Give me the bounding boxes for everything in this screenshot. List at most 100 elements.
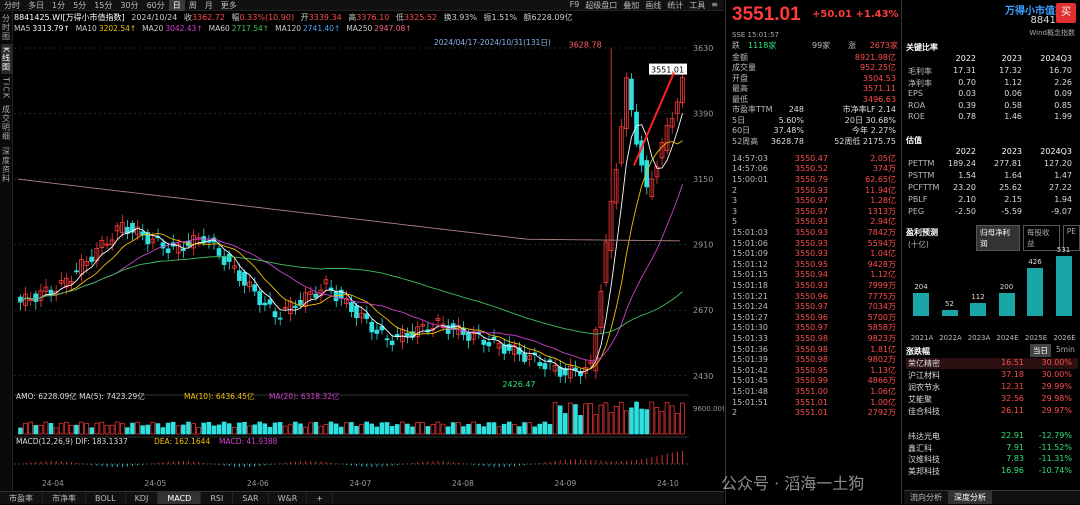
period-tab[interactable]: 月: [204, 0, 213, 10]
forecast-bar-value: 426: [1028, 257, 1042, 266]
indicator-tab[interactable]: KDJ: [126, 492, 159, 504]
toolbar-item[interactable]: 工具: [689, 0, 706, 10]
amp-label: 振: [483, 13, 492, 22]
indicator-tab[interactable]: SAR: [233, 492, 269, 504]
toolbar-item[interactable]: 叠加: [623, 0, 640, 10]
forecast-tab[interactable]: 每股收益: [1022, 225, 1060, 251]
candle-body: [481, 339, 487, 345]
tick-time: 15:01:24: [732, 302, 768, 312]
val-row: PEG -2.50 -5.59 -9.07: [906, 207, 1078, 218]
toolbar-item[interactable]: 画线: [645, 0, 662, 10]
period-tab[interactable]: 周: [188, 0, 197, 10]
indicator-tab[interactable]: W&R: [269, 492, 308, 504]
view-tab[interactable]: K线图: [0, 44, 12, 75]
view-tab[interactable]: TICK: [1, 77, 11, 100]
buy-button[interactable]: 买: [1056, 3, 1076, 23]
period-tab[interactable]: 更多: [220, 0, 237, 10]
stock-name: 沪江材料: [908, 371, 940, 380]
tick-row: 15:01:06 3550.93 5594万: [726, 238, 900, 249]
tick-price: 3550.99: [794, 376, 828, 386]
view-tab[interactable]: 深度资料: [1, 147, 11, 184]
macd-header: MACD(12,26,9) DIF: 183.1337: [16, 437, 128, 446]
volume-bar: [74, 424, 79, 435]
gainer-row[interactable]: 佳合科技 26.11 29.97%: [906, 406, 1078, 417]
ratio-val: 1.12: [1004, 77, 1022, 87]
volume-bar: [160, 427, 166, 435]
volume-bar: [496, 426, 502, 435]
period-tab[interactable]: 5分: [73, 0, 87, 10]
indicator-tab[interactable]: BOLL: [86, 492, 126, 504]
ratio-val: 1.99: [1054, 112, 1072, 121]
ma-label: MA120: [275, 24, 302, 33]
volume-bar: [206, 421, 212, 435]
analysis-tab[interactable]: 流向分析: [910, 493, 942, 502]
ratio-val: 16.70: [1049, 66, 1072, 75]
forecast-tab[interactable]: PE: [1062, 225, 1080, 251]
ratio-key: ROA: [908, 100, 926, 110]
volume-bar: [384, 422, 390, 435]
volume-bar: [374, 426, 380, 435]
toolbar-item[interactable]: 超级盘口: [585, 0, 618, 10]
gainers-title: 涨跌幅: [906, 347, 930, 356]
quote-val: 8921.98亿: [854, 52, 896, 62]
analysis-tab[interactable]: 深度分析: [948, 491, 992, 504]
toolbar-item[interactable]: F9: [569, 0, 580, 9]
candle-body: [379, 325, 385, 331]
quote-row: 市盈率TTM 248 市净率LF 2.14: [726, 105, 900, 116]
forecast-tab[interactable]: 归母净利润: [976, 225, 1020, 251]
close-value: 3362.72: [191, 13, 225, 22]
gainer-tab[interactable]: 当日: [1030, 344, 1051, 357]
view-tab[interactable]: 分时图: [1, 14, 11, 41]
indicator-tab[interactable]: RSI: [201, 492, 234, 504]
tick-price: 3550.96: [794, 291, 828, 301]
high-value: 3376.10: [356, 13, 390, 22]
gainer-tab[interactable]: 5min: [1056, 345, 1075, 354]
loser-row[interactable]: 美邦科技 16.96 -10.74%: [906, 466, 1078, 477]
loser-row[interactable]: 汉维科技 7.83 -11.31%: [906, 454, 1078, 465]
val-key: PBLF: [908, 195, 928, 204]
toolbar-item[interactable]: 统计: [667, 0, 684, 10]
stock-change: 29.98%: [1041, 394, 1072, 403]
indicator-tab[interactable]: 市净率: [43, 492, 86, 504]
gainer-row[interactable]: 沪江材料 37.18 30.00%: [906, 370, 1078, 381]
period-tab[interactable]: 1分: [52, 0, 66, 10]
toolbar-item[interactable]: ≡: [711, 0, 718, 9]
ma-line: [20, 256, 683, 335]
candle-body: [313, 293, 319, 298]
period-tab[interactable]: 分时: [4, 0, 20, 10]
ratio-key: 毛利率: [908, 67, 932, 76]
trend-line: [633, 72, 675, 166]
period-tab[interactable]: 多日: [28, 0, 44, 10]
tick-row: 15:01:03 3550.93 7842万: [726, 227, 900, 238]
period-tab[interactable]: 30分: [120, 0, 139, 10]
volume-bar: [114, 421, 120, 435]
tick-amount: 7034万: [867, 302, 896, 312]
tick-price: 3550.97: [794, 323, 828, 333]
gainer-row[interactable]: 艾能聚 32.56 29.98%: [906, 394, 1078, 405]
x-tick-label: 24-08: [452, 479, 474, 488]
volume-bar: [450, 422, 456, 435]
volume-bar: [104, 425, 110, 435]
view-tab[interactable]: 成交明细: [1, 105, 11, 142]
indicator-tab[interactable]: +: [307, 492, 333, 504]
candle-body: [680, 77, 685, 104]
volume-bar: [221, 421, 227, 435]
kline-svg[interactable]: 3630 3390 3150 2910 2670 2430 2024/04/17-2024/…: [14, 34, 729, 490]
volume-bar: [252, 424, 257, 435]
loser-row[interactable]: 鑫汇科 7.91 -11.52%: [906, 443, 1078, 454]
quote-row: 52周高 3628.78 52周低 2175.75: [726, 136, 900, 147]
period-tab[interactable]: 60分: [146, 0, 165, 10]
period-tab[interactable]: 日: [168, 0, 185, 11]
gainer-row[interactable]: 荣亿精密 16.51 30.00%: [906, 358, 1078, 369]
indicator-tab[interactable]: 市盈率: [0, 492, 43, 504]
period-tab[interactable]: 15分: [94, 0, 113, 10]
candle-body: [262, 302, 268, 306]
val-val: 1.64: [1004, 171, 1022, 180]
gainer-row[interactable]: 润农节水 12.31 29.99%: [906, 382, 1078, 393]
kline-chart[interactable]: 3630 3390 3150 2910 2670 2430 2024/04/17-2024/…: [14, 34, 729, 490]
candle-body: [18, 296, 23, 303]
indicator-tab[interactable]: MACD: [158, 492, 202, 504]
ratios-header: 2022 2023 2024Q3: [906, 54, 1078, 65]
volume-bar: [415, 422, 420, 435]
loser-row[interactable]: 纬达光电 22.91 -12.79%: [906, 431, 1078, 442]
